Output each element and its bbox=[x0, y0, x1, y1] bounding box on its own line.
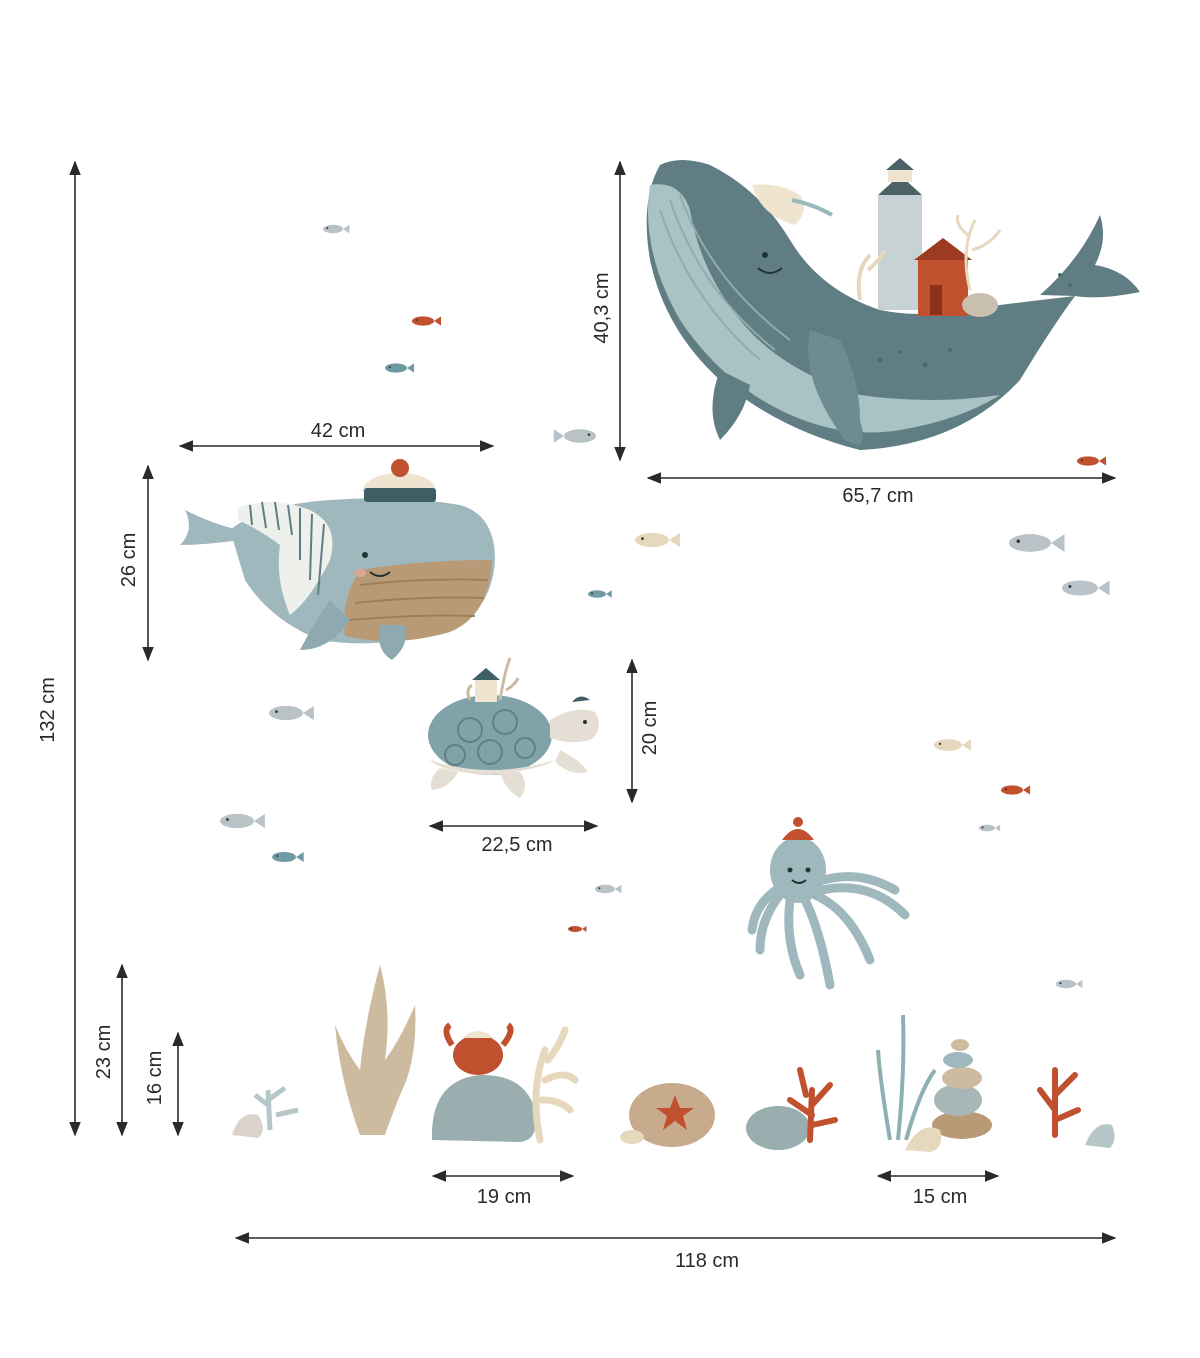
sailor-whale-width-label: 42 cm bbox=[310, 420, 366, 442]
fish-icon bbox=[1001, 785, 1031, 795]
fish-icon bbox=[1056, 979, 1083, 989]
stones-width-label: 15 cm bbox=[912, 1186, 968, 1208]
total-width-label: 118 cm bbox=[674, 1250, 740, 1272]
octopus-illustration bbox=[747, 817, 910, 990]
fish-icon bbox=[220, 813, 265, 829]
fish-icon bbox=[412, 316, 442, 326]
total-height-label: 132 cm bbox=[37, 677, 59, 743]
fish-icon bbox=[272, 851, 304, 863]
fish-icon bbox=[1062, 580, 1110, 596]
crab-rock-width-label: 19 cm bbox=[476, 1186, 532, 1208]
big-whale-illustration bbox=[646, 158, 1140, 450]
dimension-arrows bbox=[69, 160, 1117, 1244]
big-whale-width-label: 65,7 cm bbox=[842, 485, 914, 507]
turtle-illustration bbox=[428, 657, 599, 798]
fish-icon bbox=[323, 224, 350, 234]
big-whale-height-label: 40,3 cm bbox=[591, 272, 613, 344]
crab-rock-height-label: 16 cm bbox=[144, 1050, 166, 1106]
sailor-whale-illustration bbox=[180, 459, 495, 660]
fish-icon bbox=[588, 590, 612, 598]
turtle-width-label: 22,5 cm bbox=[481, 834, 553, 856]
fish-group bbox=[220, 224, 1110, 989]
fish-icon bbox=[568, 926, 587, 932]
fish-icon bbox=[385, 363, 415, 373]
turtle-height-label: 20 cm bbox=[639, 700, 661, 756]
fish-icon bbox=[635, 532, 680, 548]
fish-icon bbox=[934, 739, 971, 751]
fish-icon bbox=[979, 824, 1001, 832]
fish-icon bbox=[553, 429, 596, 443]
sea-floor-illustrations bbox=[232, 965, 1115, 1152]
fish-icon bbox=[269, 705, 314, 721]
fish-icon bbox=[595, 884, 622, 894]
fish-icon bbox=[1077, 456, 1107, 466]
sailor-whale-height-label: 26 cm bbox=[118, 532, 140, 588]
seaweed-height-label: 23 cm bbox=[93, 1024, 115, 1080]
fish-icon bbox=[1009, 534, 1065, 552]
